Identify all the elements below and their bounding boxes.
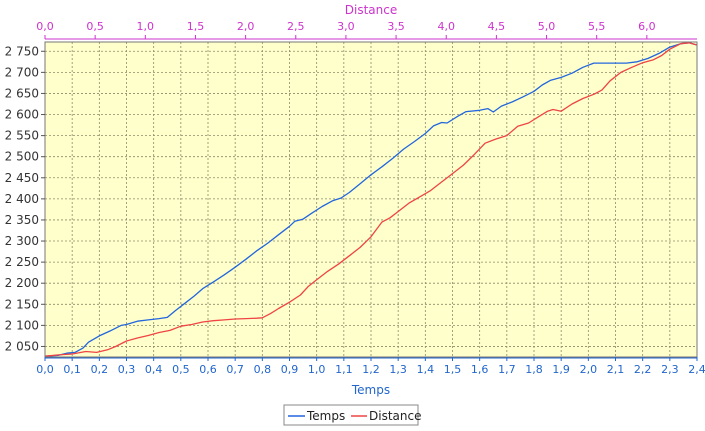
y-tick-label: 2 400: [5, 192, 39, 206]
top-tick-label: 0,5: [86, 20, 104, 33]
bottom-tick-label: 1,5: [444, 363, 462, 376]
bottom-tick-label: 2,2: [634, 363, 652, 376]
y-tick-label: 2 300: [5, 234, 39, 248]
bottom-tick-label: 0,9: [281, 363, 299, 376]
bottom-tick-label: 1,1: [335, 363, 353, 376]
y-tick-label: 2 650: [5, 86, 39, 100]
legend-box: [283, 404, 419, 426]
bottom-tick-label: 0,1: [63, 363, 81, 376]
bottom-tick-label: 1,0: [308, 363, 326, 376]
bottom-tick-label: 0,7: [226, 363, 244, 376]
top-tick-label: 4,0: [437, 20, 455, 33]
legend-label-temps: Temps: [306, 409, 345, 423]
y-tick-label: 2 150: [5, 297, 39, 311]
legend: Temps Distance: [283, 404, 421, 426]
bottom-tick-label: 0,6: [199, 363, 217, 376]
top-axis-title: Distance: [345, 3, 397, 17]
series-line-distance: [44, 42, 698, 357]
bottom-axis-title: Temps: [351, 383, 390, 397]
top-tick-label: 1,5: [187, 20, 205, 33]
bottom-tick-label: 1,4: [417, 363, 435, 376]
y-tick-label: 2 350: [5, 213, 39, 227]
y-tick-label: 2 750: [5, 44, 39, 58]
bottom-tick-label: 1,6: [471, 363, 489, 376]
bottom-tick-label: 1,2: [362, 363, 380, 376]
y-tick-label: 2 600: [5, 108, 39, 122]
bottom-tick-label: 2,1: [607, 363, 625, 376]
axes: 2 050 2 100 2 150 2 200 2 250 2 300 2 350 2 400…: [5, 20, 705, 376]
bottom-tick-label: 2,3: [661, 363, 679, 376]
y-tick-label: 2 200: [5, 276, 39, 290]
y-tick-label: 2 550: [5, 129, 39, 143]
top-tick-label: 2,0: [237, 20, 255, 33]
bottom-tick-label: 1,9: [552, 363, 570, 376]
top-tick-label: 1,0: [137, 20, 155, 33]
top-tick-label: 4,5: [488, 20, 506, 33]
bottom-tick-label: 0,3: [118, 363, 136, 376]
bottom-tick-label: 2,0: [580, 363, 598, 376]
bottom-tick-label: 0,0: [36, 363, 54, 376]
bottom-tick-label: 0,4: [145, 363, 163, 376]
bottom-tick-label: 0,8: [254, 363, 272, 376]
bottom-tick-label: 1,3: [389, 363, 407, 376]
top-tick-label: 6,0: [638, 20, 656, 33]
bottom-tick-label: 0,5: [172, 363, 190, 376]
y-tick-label: 2 450: [5, 171, 39, 185]
legend-label-distance: Distance: [369, 409, 421, 423]
top-tick-label: 3,5: [387, 20, 405, 33]
bottom-tick-label: 0,2: [91, 363, 109, 376]
series-line-temps: [44, 42, 698, 357]
top-tick-label: 5,5: [588, 20, 606, 33]
y-tick-label: 2 050: [5, 339, 39, 353]
y-tick-label: 2 100: [5, 318, 39, 332]
bottom-tick-label: 2,4: [688, 363, 705, 376]
bottom-tick-label: 1,7: [498, 363, 516, 376]
top-tick-label: 3,0: [337, 20, 355, 33]
bottom-tick-label: 1,8: [525, 363, 543, 376]
series-group: [44, 42, 698, 357]
top-tick-label: 0,0: [36, 20, 54, 33]
top-tick-label: 2,5: [287, 20, 305, 33]
top-tick-label: 5,0: [538, 20, 556, 33]
y-tick-label: 2 700: [5, 65, 39, 79]
y-tick-label: 2 500: [5, 150, 39, 164]
y-tick-label: 2 250: [5, 255, 39, 269]
